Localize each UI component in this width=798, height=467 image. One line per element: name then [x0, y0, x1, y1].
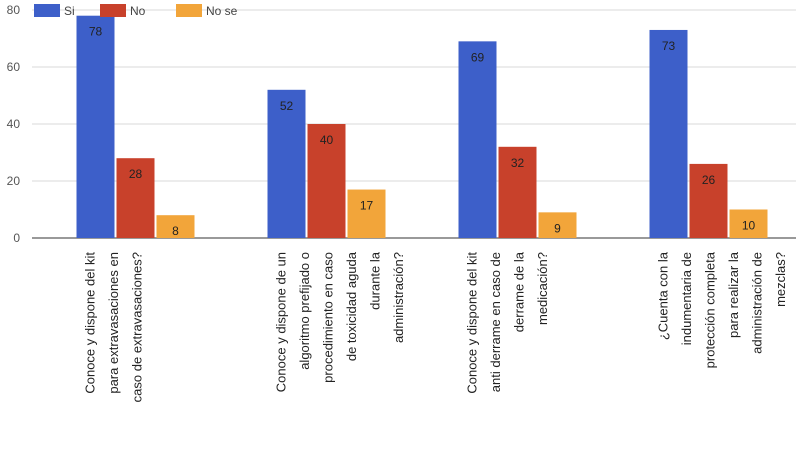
bar-no	[498, 146, 537, 238]
category-label-line: administración de	[750, 252, 765, 354]
data-label: 69	[471, 50, 485, 64]
bar-si	[458, 41, 497, 238]
category-label-line: derrame de la	[512, 251, 527, 332]
category-label-line: de toxicidad aguda	[344, 251, 359, 361]
category-label-line: administración?	[391, 252, 406, 343]
legend-label: No se	[206, 4, 238, 18]
category-label-line: Conoce y dispone del kit	[83, 252, 98, 394]
legend-swatch	[176, 4, 202, 17]
legend-label: Si	[64, 4, 75, 18]
category-label-line: para realizar la	[726, 251, 741, 338]
bar-si	[76, 15, 115, 239]
bar-no-se	[347, 189, 386, 238]
data-label: 10	[742, 219, 756, 233]
data-label: 32	[511, 156, 525, 170]
legend: Si No No se	[34, 4, 238, 18]
category-label: Conoce y dispone de un algoritmo prefijad…	[274, 251, 407, 392]
category-label-line: protección completa	[703, 251, 718, 368]
category-label: Conoce y dispone del kit para extravasaci…	[83, 252, 145, 403]
bar-no	[307, 124, 346, 238]
y-axis: 0 20 40 60 80	[7, 3, 21, 245]
category-label-line: medicación?	[535, 252, 550, 325]
y-tick-label: 80	[7, 3, 21, 17]
category-label-line: algoritmo prefijado o	[297, 252, 312, 370]
data-label: 40	[320, 133, 334, 147]
y-tick-label: 0	[13, 231, 20, 245]
legend-label: No	[130, 4, 146, 18]
category-label-line: indumentaria de	[679, 252, 694, 345]
legend-swatch	[100, 4, 126, 17]
bar-si	[649, 29, 688, 239]
bar-no-se	[156, 215, 195, 238]
bars: 78 52 69 73 28 40 32 26 8 17 9 10	[76, 15, 768, 239]
bar-si	[267, 89, 306, 238]
category-label-line: procedimiento en caso	[321, 252, 336, 383]
legend-swatch	[34, 4, 60, 17]
category-label-line: Conoce y dispone de un	[274, 252, 289, 392]
data-label: 26	[702, 173, 716, 187]
category-label-line: Conoce y dispone del kit	[465, 252, 480, 394]
data-label: 9	[554, 221, 561, 235]
category-label: ¿Cuenta con la indumentaria de protección …	[656, 251, 789, 368]
category-label-line: mezclas?	[773, 252, 788, 307]
category-label: Conoce y dispone del kit anti derrame en …	[465, 251, 551, 393]
data-label: 73	[662, 39, 676, 53]
category-label-line: caso de extravasaciones?	[130, 252, 145, 402]
x-axis: Conoce y dispone del kit para extravasaci…	[83, 251, 789, 402]
category-label-line: durante la	[368, 251, 383, 310]
y-tick-label: 40	[7, 117, 21, 131]
category-label-line: para extravasaciones en	[106, 252, 121, 394]
y-tick-label: 60	[7, 60, 21, 74]
bar-no-se	[729, 209, 768, 238]
data-label: 17	[360, 199, 374, 213]
y-tick-label: 20	[7, 174, 21, 188]
data-label: 28	[129, 167, 143, 181]
bar-no	[689, 163, 728, 238]
data-label: 52	[280, 99, 294, 113]
data-label: 78	[89, 25, 103, 39]
category-label-line: ¿Cuenta con la	[656, 251, 671, 340]
data-label: 8	[172, 224, 179, 238]
bar-no	[116, 158, 155, 238]
bar-no-se	[538, 212, 577, 238]
category-label-line: anti derrame en caso de	[488, 252, 503, 392]
